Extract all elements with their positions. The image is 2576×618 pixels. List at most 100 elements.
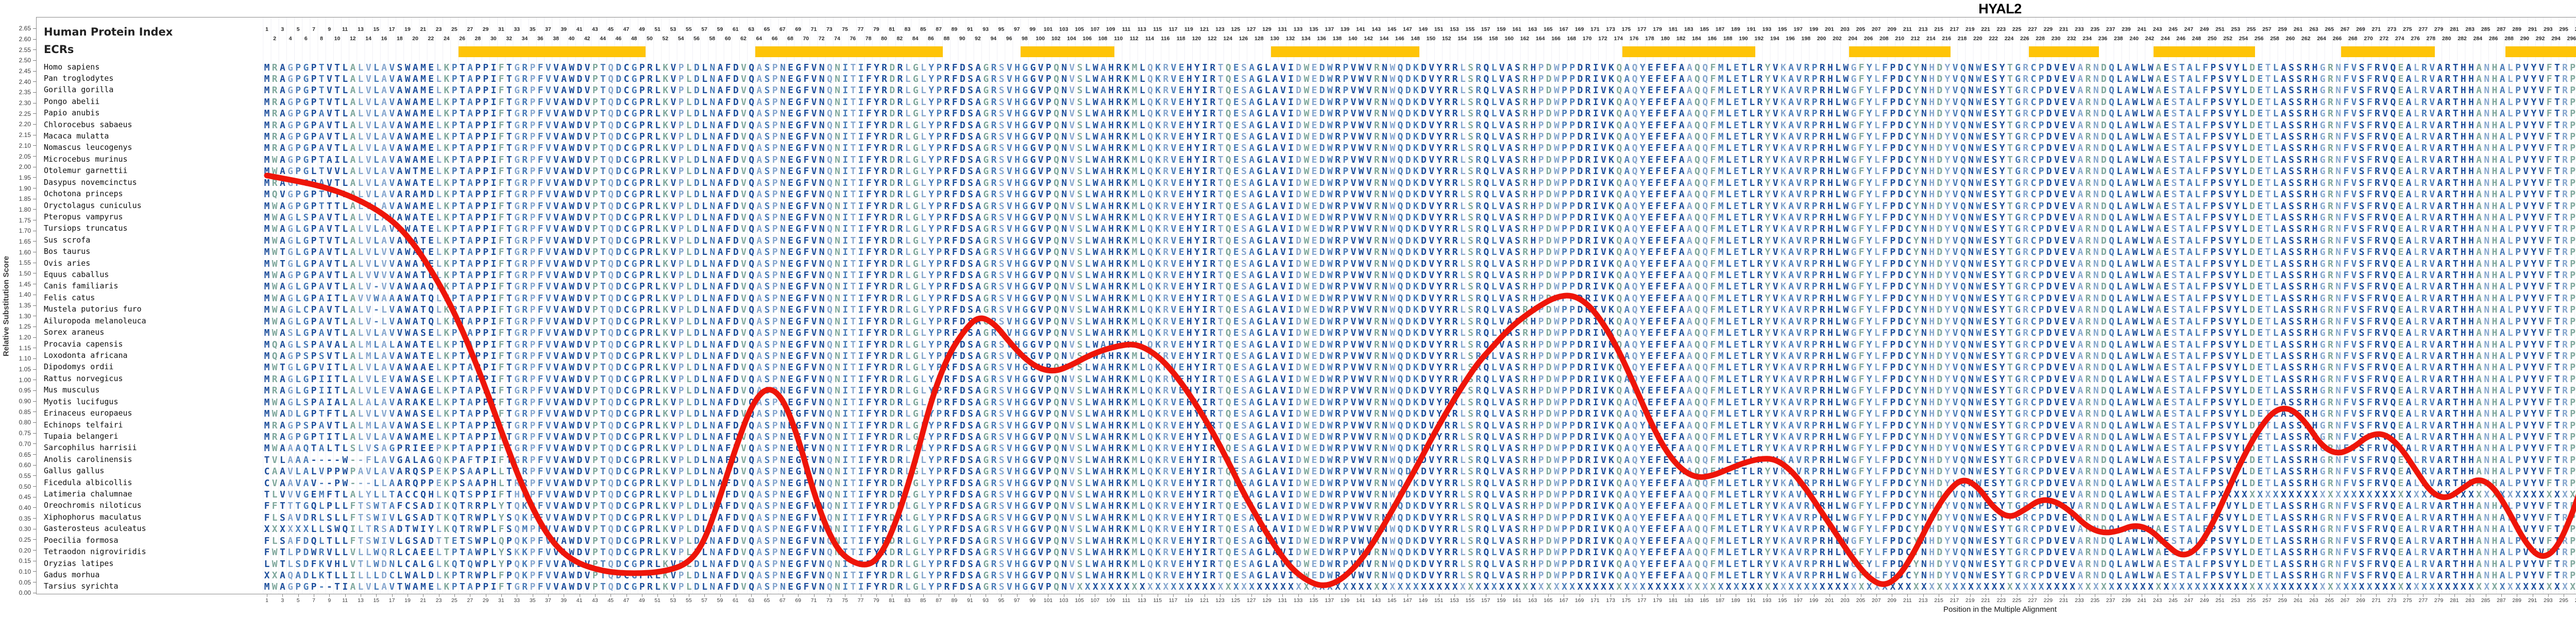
position-number-top: 122 [1208,36,1217,42]
position-number-bottom: 95 [998,597,1005,604]
y-tick [33,305,36,306]
species-label: Oryzias latipes [44,559,113,570]
position-number-top: 165 [1544,26,1553,32]
y-tick-label: 2.65 [7,25,31,32]
position-number-bottom: 133 [1294,597,1303,604]
position-number-top: 74 [834,36,840,42]
position-number-top: 58 [709,36,715,42]
x-tick [1720,594,1721,597]
position-number-bottom: 149 [1419,597,1428,604]
species-label: Procavia capensis [44,339,123,351]
position-number-top: 137 [1325,26,1334,32]
y-tick [33,92,36,93]
position-number-bottom: 125 [1231,597,1241,604]
x-tick [1298,594,1299,597]
position-number-top: 195 [1778,26,1787,32]
y-tick [33,145,36,146]
position-number-top: 49 [639,26,645,32]
position-number-top: 186 [1708,36,1717,42]
ecr-region-bar [2028,46,2099,57]
position-number-bottom: 109 [1106,597,1115,604]
position-number-bottom: 281 [2450,597,2459,604]
position-number-top: 92 [975,36,981,42]
position-number-top: 192 [1755,36,1764,42]
position-number-top: 215 [1934,26,1943,32]
position-number-top: 20 [412,36,418,42]
position-number-top: 253 [2231,26,2241,32]
y-tick [33,539,36,540]
position-number-top: 102 [1052,36,1061,42]
position-number-top: 201 [1825,26,1834,32]
position-number-top: 203 [1840,26,1850,32]
position-number-top: 15 [373,26,379,32]
position-number-top: 167 [1559,26,1568,32]
position-number-bottom: 243 [2153,597,2162,604]
species-label: Echinops telfairi [44,420,123,432]
position-number-top: 264 [2317,36,2326,42]
position-number-top: 157 [1481,26,1490,32]
position-number-bottom: 195 [1778,597,1787,604]
position-number-bottom: 115 [1153,597,1162,604]
x-tick [2454,594,2455,597]
position-number-top: 83 [905,26,911,32]
position-number-bottom: 257 [2262,597,2272,604]
position-number-top: 29 [483,26,489,32]
position-number-top: 75 [842,26,848,32]
x-tick [1595,594,1596,597]
position-number-top: 273 [2387,26,2397,32]
ecr-region-bar [2154,46,2256,57]
y-tick-label: 2.00 [7,163,31,170]
position-number-top: 181 [1669,26,1678,32]
position-number-top: 91 [967,26,973,32]
position-number-bottom: 265 [2325,597,2334,604]
sequence-row: FWTLPDWRVLLVLLWQRLCAEELTPTAWPLYSKKPFVVAW… [264,547,2576,558]
y-tick-label: 0.65 [7,451,31,458]
x-tick [1376,594,1377,597]
position-number-top: 256 [2255,36,2264,42]
y-tick-label: 1.75 [7,217,31,224]
position-number-top: 197 [1793,26,1803,32]
position-number-bottom: 47 [623,597,630,604]
position-number-top: 54 [678,36,684,42]
position-number-top: 247 [2184,26,2194,32]
position-number-bottom: 131 [1278,597,1287,604]
species-label: Poecilia formosa [44,536,118,547]
species-label: Rattus norvegicus [44,374,123,385]
position-number-bottom: 255 [2247,597,2256,604]
position-number-top: 36 [537,36,544,42]
position-number-bottom: 205 [1856,597,1866,604]
position-number-bottom: 241 [2138,597,2147,604]
y-tick-label: 0.35 [7,515,31,522]
position-number-bottom: 61 [733,597,739,604]
position-number-top: 101 [1044,26,1053,32]
position-number-top: 282 [2458,36,2467,42]
y-tick-label: 1.20 [7,334,31,341]
species-label: Gasterosteus aculeatus [44,524,146,535]
position-number-top: 82 [896,36,903,42]
position-number-top: 121 [1200,26,1209,32]
position-number-bottom: 191 [1747,597,1756,604]
position-number-top: 124 [1223,36,1232,42]
position-number-bottom: 35 [530,597,536,604]
position-number-top: 163 [1528,26,1537,32]
x-tick [1501,594,1502,597]
y-tick-label: 1.50 [7,270,31,277]
position-number-bottom: 227 [2028,597,2037,604]
position-number-bottom: 179 [1653,597,1662,604]
position-number-bottom: 269 [2356,597,2365,604]
sequence-row: MWAGLGPAVTLALV-LVAWATQLKPTAPPIFTGRPFVVAW… [264,316,2576,328]
species-label: Gorilla gorilla [44,85,113,96]
human-protein-index-label: Human Protein Index [44,26,173,38]
x-tick [954,594,955,597]
position-number-top: 56 [693,36,700,42]
position-number-top: 234 [2082,36,2092,42]
position-number-top: 28 [475,36,481,42]
position-number-top: 113 [1138,26,1146,32]
x-tick [345,594,346,597]
position-number-top: 12 [350,36,356,42]
y-tick-label: 1.15 [7,345,31,352]
position-number-bottom: 275 [2403,597,2412,604]
position-number-top: 226 [2020,36,2029,42]
y-tick-label: 0.15 [7,557,31,564]
position-number-bottom: 177 [1637,597,1647,604]
